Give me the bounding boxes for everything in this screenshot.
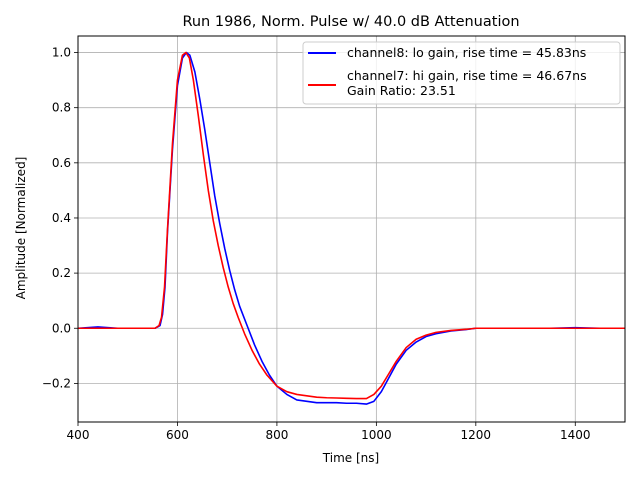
y-tick-label: 0.8	[52, 101, 71, 115]
x-tick-label: 400	[67, 428, 90, 442]
x-tick-label: 600	[166, 428, 189, 442]
grid	[77, 36, 625, 422]
y-tick-label: 1.0	[52, 46, 71, 60]
legend-gain-ratio: Gain Ratio: 23.51	[347, 83, 456, 98]
x-tick-label: 1400	[560, 428, 591, 442]
y-axis-label: Amplitude [Normalized]	[14, 157, 28, 300]
chart-title: Run 1986, Norm. Pulse w/ 40.0 dB Attenua…	[182, 14, 519, 30]
plot-frame	[77, 35, 626, 423]
legend-entry-channel7: channel7: hi gain, rise time = 46.67ns	[347, 68, 587, 83]
x-tick-label: 1000	[361, 428, 392, 442]
series-layer	[77, 51, 625, 405]
ticks: 400 600 800 1000 1200 1400 −0.2 0.0 0.2 0.4 0.6 0.8…	[42, 46, 591, 442]
legend-entry-channel8: channel8: lo gain, rise time = 45.83ns	[347, 45, 586, 60]
y-tick-label: 0.4	[52, 211, 71, 225]
y-tick-label: 0.6	[52, 156, 71, 170]
y-tick-label: 0.0	[52, 321, 71, 335]
x-tick-label: 1200	[461, 428, 492, 442]
series-line-channel7	[78, 51, 625, 400]
x-axis-label: Time [ns]	[322, 451, 379, 465]
y-tick-label: −0.2	[42, 376, 71, 390]
y-tick-label: 0.2	[52, 266, 71, 280]
legend-box	[302, 41, 621, 105]
legend: channel8: lo gain, rise time = 45.83ns c…	[302, 41, 621, 105]
x-tick-label: 800	[265, 428, 288, 442]
